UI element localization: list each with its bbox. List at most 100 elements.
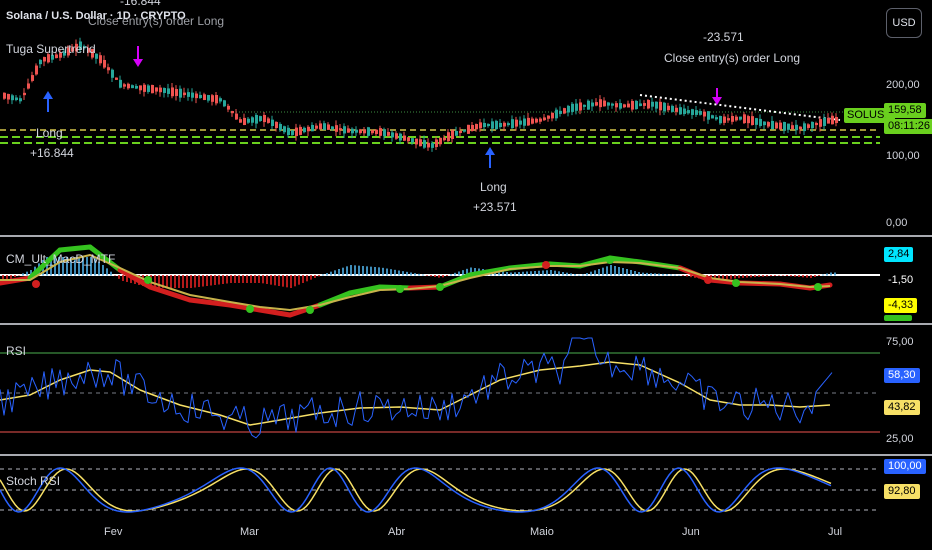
macd-indicator-name[interactable]: CM_Ult_MacD_MTF [6,252,116,266]
candle-body [787,123,790,130]
macd-histogram-bar [462,270,464,276]
candle-body [527,117,530,126]
macd-histogram-bar [606,266,608,276]
currency-button[interactable]: USD [886,8,922,38]
candle-body [779,122,782,130]
macd-histogram-bar [202,275,204,287]
macd-histogram-bar [762,275,764,277]
macd-histogram-bar [342,267,344,276]
long-1-value: +16.844 [30,146,74,160]
price-axis-label-200: 200,00 [886,79,920,91]
candle-body [299,126,302,135]
macd-histogram-bar [370,266,372,276]
macd-histogram-bar [398,270,400,276]
macd-histogram-bar [306,275,308,282]
macd-histogram-bar [322,274,324,276]
candle-body [835,116,838,124]
candle-body [195,93,198,99]
macd-histogram-bar [70,257,72,276]
macd-histogram-bar [314,275,316,278]
macd-histogram-bar [518,272,520,276]
macd-histogram-bar [834,272,836,276]
time-axis-label-jun: Jun [682,526,700,538]
macd-histogram-bar [238,275,240,283]
macd-cross-dot [144,276,152,284]
candle-body [31,75,34,81]
long-1-label: Long [36,126,63,140]
macd-histogram-bar [234,275,236,283]
macd-histogram-bar [758,275,760,277]
macd-histogram-bar [210,275,212,286]
stoch-k-line [0,467,832,513]
candle-body [287,127,290,135]
rsi-indicator-name[interactable]: RSI [6,344,27,358]
macd-histogram-bar [338,269,340,276]
time-axis-label-abr: Abr [388,526,406,538]
candle-body [499,122,502,128]
macd-line-segment [377,284,413,291]
candle-body [283,126,286,133]
macd-histogram-bar [110,271,112,276]
stoch-indicator-name[interactable]: Stoch RSI [6,474,61,488]
macd-histogram-bar [590,271,592,276]
candle-body [215,94,218,104]
candle-body [203,94,206,101]
candle-body [403,135,406,141]
macd-histogram-bar [346,266,348,276]
candle-body [487,123,490,127]
candle-body [463,129,466,132]
macd-histogram-bar [298,275,300,285]
candle-body [575,103,578,111]
macd-histogram-bar [798,275,800,277]
macd-histogram-bar [614,266,616,276]
candle-body [767,122,770,127]
candle-body [343,126,346,134]
macd-histogram-tag: 2,84 [884,247,914,262]
macd-histogram-bar [366,266,368,276]
candle-body [451,130,454,139]
candle-body [427,142,430,148]
macd-histogram-bar [774,275,776,276]
macd-histogram-bar [58,257,60,276]
macd-histogram-bar [18,275,20,276]
macd-histogram-bar [278,275,280,286]
macd-histogram-bar [430,275,432,277]
candle-body [547,115,550,119]
macd-histogram-bar [506,272,508,276]
candle-body [419,139,422,147]
macd-histogram-bar [30,270,32,276]
macd-line-segment [257,307,293,318]
macd-histogram-bar [262,275,264,284]
candle-body [103,59,106,68]
macd-histogram-bar [358,265,360,276]
macd-cross-dot [732,279,740,287]
macd-line-segment [147,284,193,303]
candle-body [727,118,730,121]
candle-body [379,128,382,136]
candle-body [7,93,10,100]
candle-body [443,137,446,141]
macd-histogram-bar [86,257,88,276]
candle-body [39,59,42,65]
macd-cross-dot [436,283,444,291]
candle-body [291,130,294,136]
candle-body [815,122,818,126]
candle-body [175,89,178,96]
long-2-label: Long [480,180,507,194]
candle-body [67,47,70,56]
candle-body [567,105,570,113]
candle-body [703,111,706,117]
candle-body [675,107,678,112]
macd-histogram-bar [114,275,116,276]
macd-line-segment [117,267,153,290]
candle-body [659,101,662,111]
macd-histogram-bar [330,271,332,276]
macd-cross-dot [542,261,550,269]
macd-histogram-bar [186,275,188,288]
candle-body [219,98,222,102]
candle-body [559,110,562,114]
candle-body [671,105,674,112]
candle-body [523,118,526,126]
macd-signal-tag: -1,50 [884,273,918,288]
